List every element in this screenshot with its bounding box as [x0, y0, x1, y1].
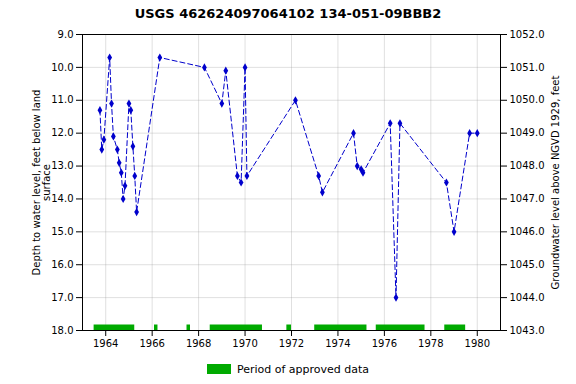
svg-text:1045.0: 1045.0: [510, 259, 545, 270]
svg-text:1976: 1976: [372, 338, 397, 349]
svg-text:1047.0: 1047.0: [510, 193, 545, 204]
svg-text:1968: 1968: [186, 338, 211, 349]
svg-text:16.0: 16.0: [51, 259, 73, 270]
svg-text:1044.0: 1044.0: [510, 292, 545, 303]
svg-text:1052.0: 1052.0: [510, 29, 545, 40]
svg-text:1966: 1966: [139, 338, 164, 349]
svg-text:Depth to water level, feet bel: Depth to water level, feet below landsur…: [31, 90, 52, 276]
svg-text:Groundwater level above NGVD 1: Groundwater level above NGVD 1929, feet: [550, 76, 561, 290]
svg-text:1048.0: 1048.0: [510, 160, 545, 171]
svg-text:1974: 1974: [325, 338, 350, 349]
svg-text:1043.0: 1043.0: [510, 325, 545, 336]
svg-text:9.0: 9.0: [58, 29, 74, 40]
svg-text:1978: 1978: [418, 338, 443, 349]
svg-text:1964: 1964: [93, 338, 118, 349]
svg-text:14.0: 14.0: [51, 193, 73, 204]
svg-text:1046.0: 1046.0: [510, 226, 545, 237]
svg-text:1970: 1970: [232, 338, 257, 349]
svg-text:17.0: 17.0: [51, 292, 73, 303]
svg-text:11.0: 11.0: [51, 94, 73, 105]
html-text:Period of approved data: Period of approved data: [236, 362, 370, 376]
svg-text:1972: 1972: [279, 338, 304, 349]
svg-text:1049.0: 1049.0: [510, 127, 545, 138]
svg-text:13.0: 13.0: [51, 160, 73, 171]
svg-text:10.0: 10.0: [51, 62, 73, 73]
svg-text:1980: 1980: [465, 338, 490, 349]
svg-text:12.0: 12.0: [51, 127, 73, 138]
svg-text:18.0: 18.0: [51, 325, 73, 336]
html-text:USGS 462624097064102 134-051-0: USGS 462624097064102 134-051-09BBB2: [134, 6, 442, 21]
svg-text:1050.0: 1050.0: [510, 94, 545, 105]
svg-text:15.0: 15.0: [51, 226, 73, 237]
svg-text:1051.0: 1051.0: [510, 62, 545, 73]
